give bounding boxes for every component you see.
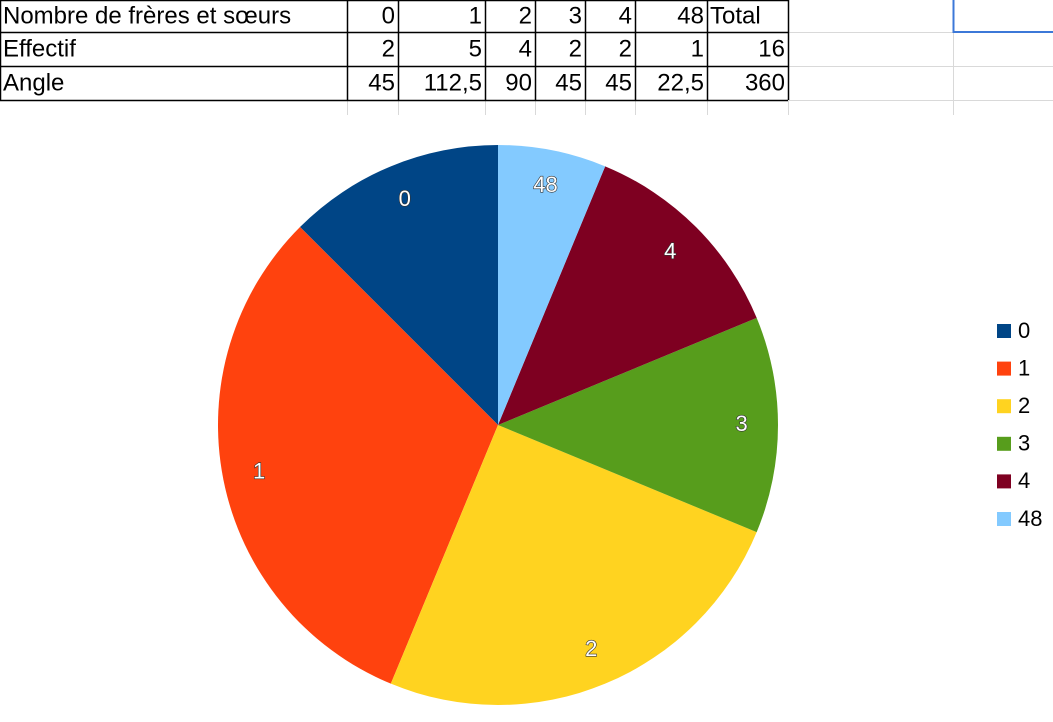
table-cell: 2 [382, 35, 395, 62]
table-cell: 360 [745, 69, 785, 96]
table-cell: 1 [691, 35, 704, 62]
table-cell: Angle [3, 69, 64, 96]
table-cell: 45 [368, 69, 395, 96]
legend-label: 2 [1018, 393, 1030, 418]
table-cell: Effectif [3, 35, 76, 62]
pie-slice [300, 145, 498, 425]
table-cell: 45 [555, 69, 582, 96]
slice-label: 4 [664, 239, 676, 264]
legend-label: 48 [1018, 506, 1042, 531]
table-cell: 16 [758, 35, 785, 62]
slice-label: 2 [585, 636, 597, 661]
pie-slice [390, 425, 757, 705]
table-cell: 4 [619, 2, 632, 29]
table-cell: 22,5 [657, 69, 704, 96]
pie-slice [498, 145, 606, 425]
slice-label: 48 [533, 172, 557, 197]
pie-slice [498, 166, 757, 426]
slice-label: 3 [735, 411, 747, 436]
legend-swatch [997, 474, 1011, 489]
table-cell: 48 [677, 2, 704, 29]
slice-label: 1 [253, 458, 265, 483]
table-cell: Total [710, 2, 761, 29]
pie-slice [498, 317, 778, 533]
legend-swatch [997, 324, 1011, 338]
legend-swatch [997, 399, 1011, 414]
data-table: Nombre de frères et sœurs 0 1 2 3 4 48 Total Eff… [0, 0, 790, 102]
legend-label: 3 [1018, 431, 1030, 456]
table-cell: Nombre de frères et sœurs [3, 2, 291, 29]
pie-slice [217, 227, 498, 684]
selected-cell[interactable] [952, 0, 1053, 33]
legend-label: 4 [1018, 468, 1030, 493]
table-cell: 5 [469, 35, 482, 62]
slice-label: 0 [399, 186, 411, 211]
legend-label: 0 [1018, 318, 1030, 343]
table-cell: 2 [619, 35, 632, 62]
table-cell: 0 [382, 2, 395, 29]
table-cell: 1 [469, 2, 482, 29]
table-cell: 4 [519, 35, 532, 62]
table-cell: 45 [605, 69, 632, 96]
legend: 0 1 2 3 4 48 [997, 318, 1042, 531]
legend-label: 1 [1018, 355, 1030, 380]
table-cell: 2 [569, 35, 582, 62]
legend-swatch [997, 512, 1011, 526]
pie-chart: 0 1 2 3 4 48 [217, 145, 778, 705]
legend-swatch [997, 361, 1011, 376]
table-cell: 112,5 [424, 69, 482, 96]
table-cell: 2 [519, 2, 532, 29]
table-cell: 3 [569, 2, 582, 29]
legend-swatch [997, 436, 1011, 451]
table-cell: 90 [505, 69, 532, 96]
